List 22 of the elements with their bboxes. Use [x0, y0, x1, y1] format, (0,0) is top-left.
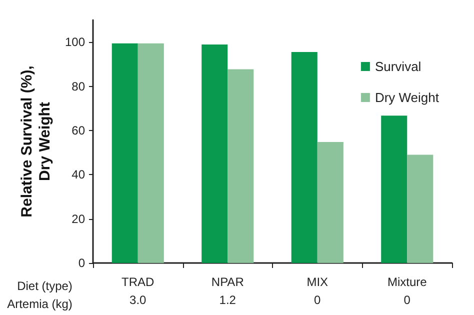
bar: [112, 43, 138, 263]
bar: [138, 43, 164, 263]
x-tick-label: MIX 0: [306, 275, 328, 307]
y-tick-label: 60: [72, 123, 86, 138]
y-tick-label: 0: [78, 256, 86, 270]
bar: [381, 116, 408, 263]
y-tick-label: 80: [72, 79, 86, 94]
y-axis-title: Relative Survival (%), Dry Weight: [18, 66, 54, 218]
legend-label: Survival: [374, 59, 422, 74]
bar: [317, 142, 344, 263]
y-tick-label: 20: [72, 212, 86, 226]
bar: [228, 69, 254, 263]
x-tick-label: Mixture 0: [387, 275, 428, 307]
bar: [407, 154, 434, 263]
x-tick-label: TRAD 3.0: [122, 275, 155, 307]
x-axis-title: Diet (type) Artemia (kg): [7, 279, 72, 311]
bar: [202, 44, 228, 263]
legend-label: Dry Weight: [374, 90, 440, 105]
x-tick-label: NPAR 1.2: [211, 275, 244, 307]
bar: [291, 52, 318, 263]
y-tick-label: 100: [64, 35, 86, 50]
y-tick-label: 40: [72, 168, 86, 182]
